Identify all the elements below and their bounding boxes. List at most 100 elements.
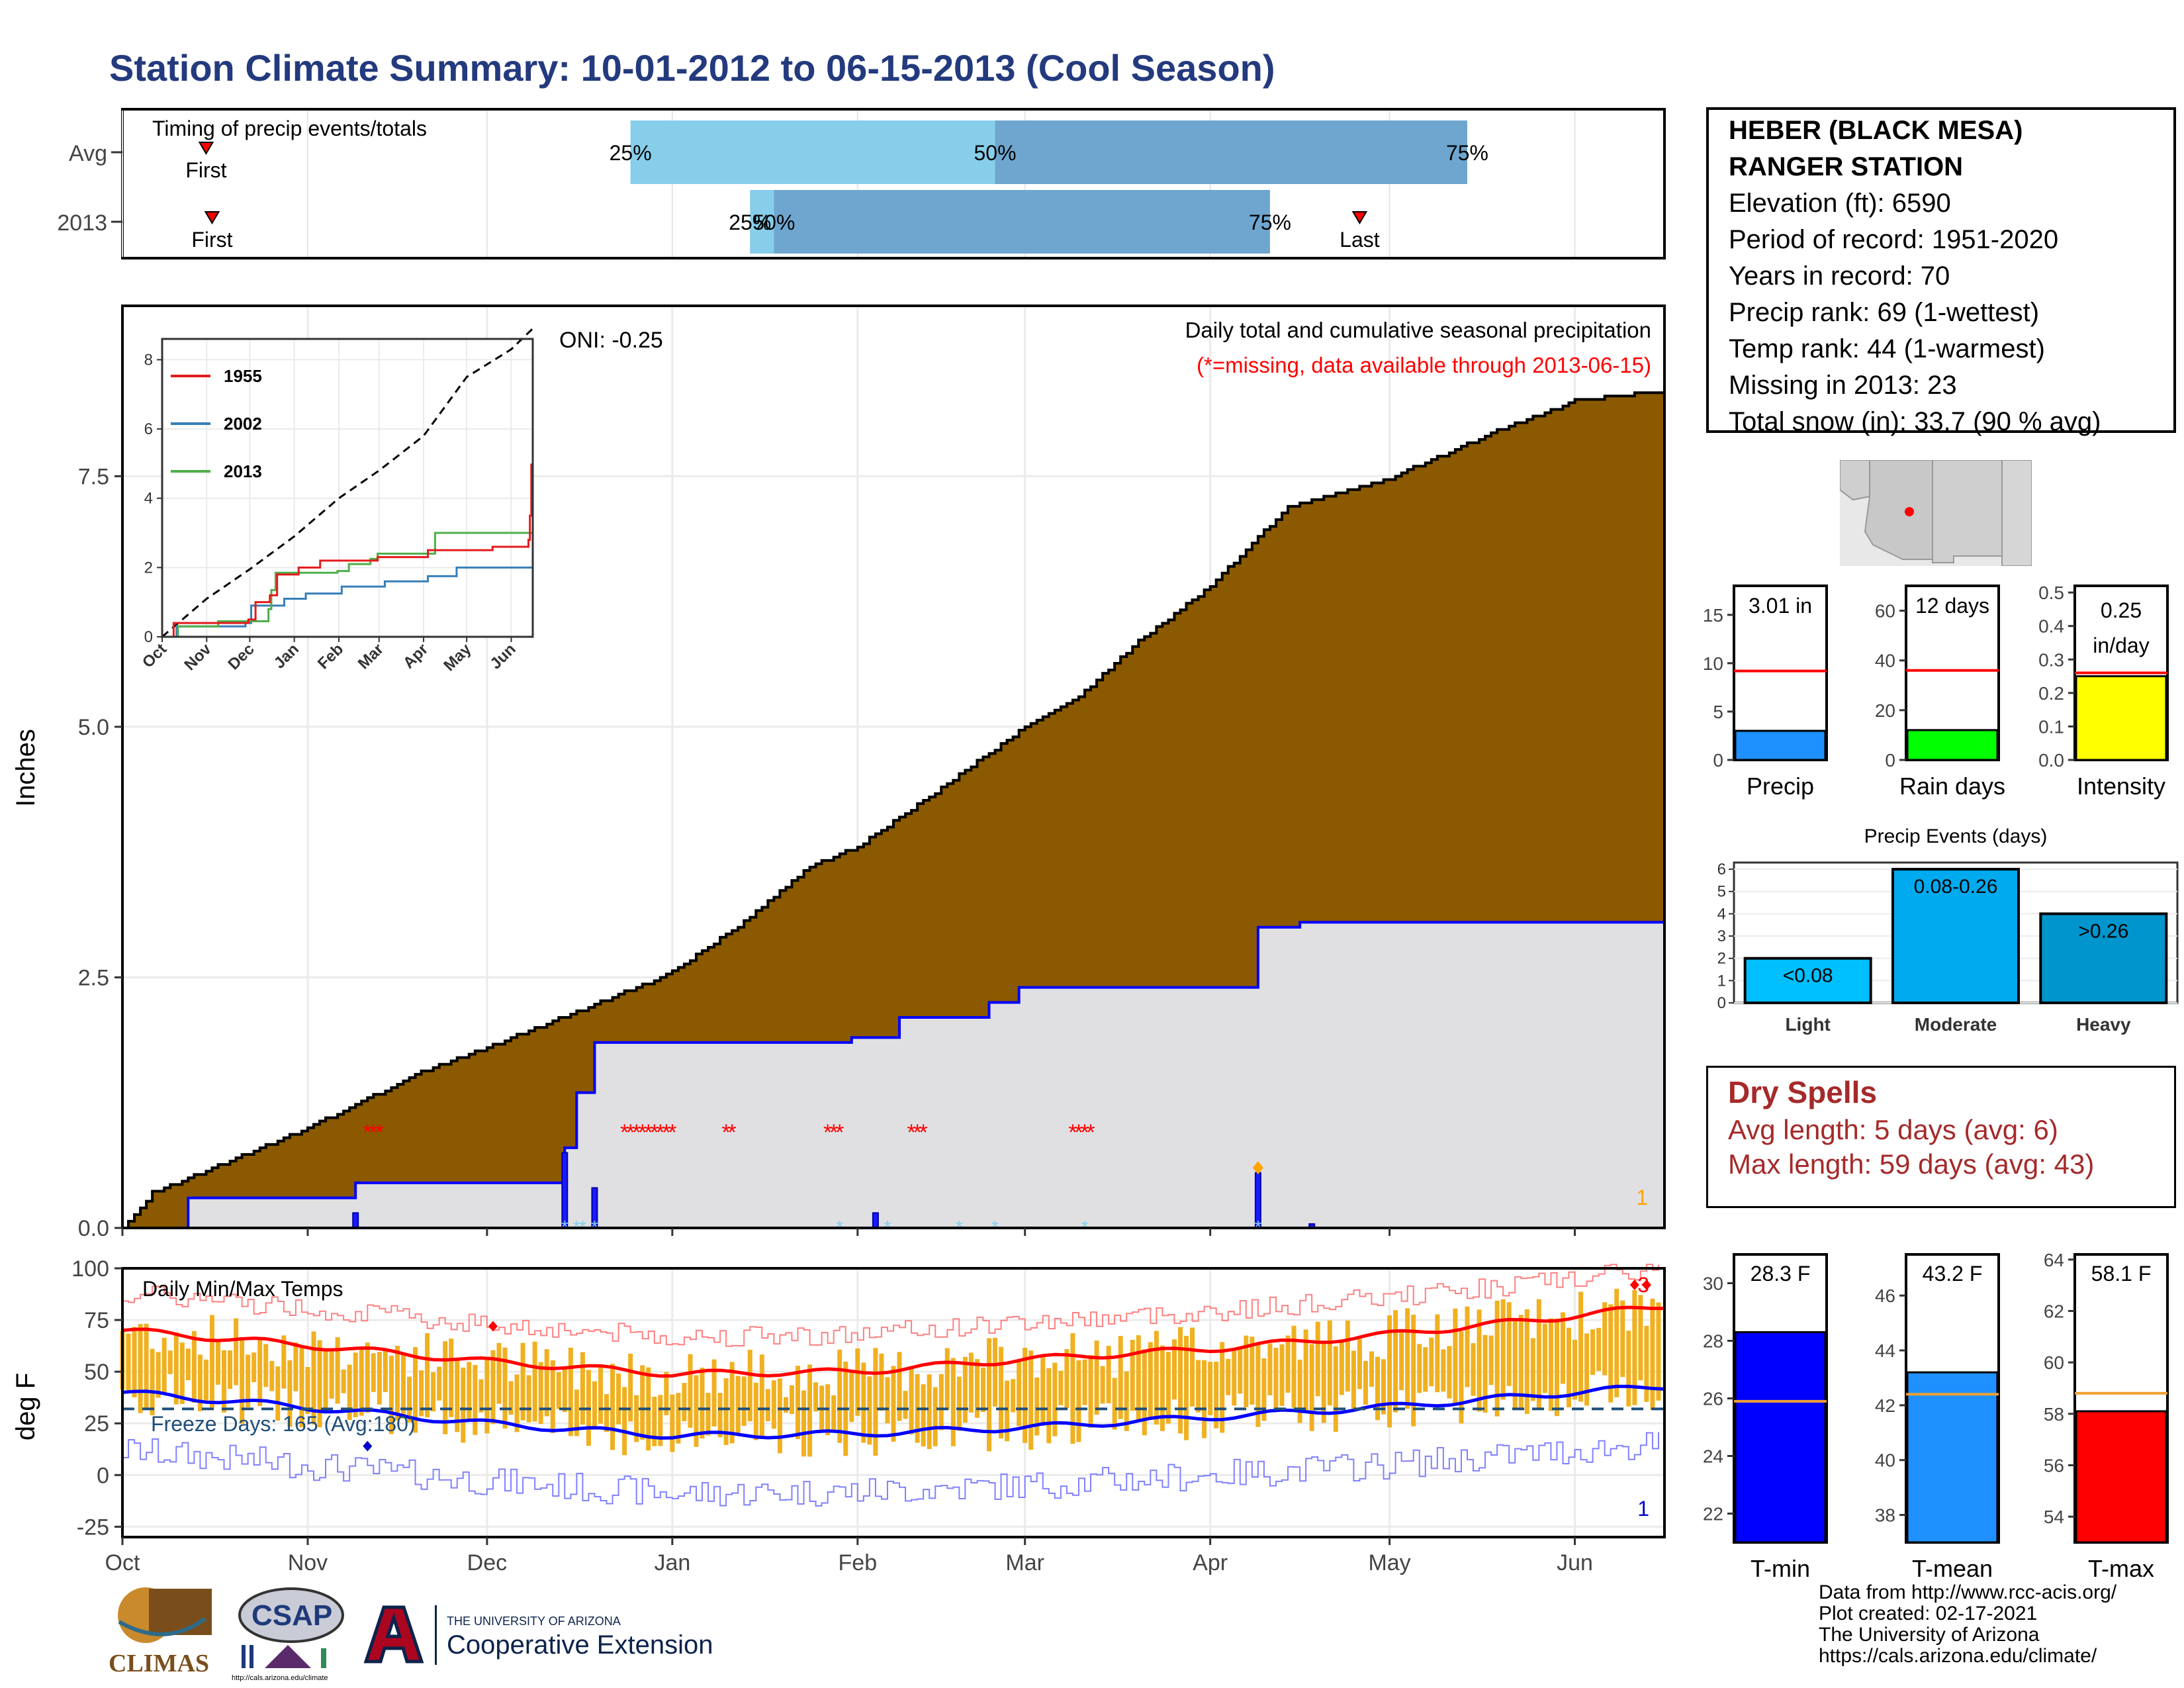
station-info-box: HEBER (BLACK MESA) RANGER STATION Elevat… [1706,107,2176,436]
temp-daily-bar [514,1374,520,1432]
temp-daily-bar [431,1372,436,1412]
gauge-tick-label: 44 [1875,1340,1895,1361]
events-tick-label: 1 [1717,972,1726,990]
station-location-dot [1905,507,1914,516]
temp-daily-bar [1494,1300,1500,1417]
temp-daily-bar [161,1337,167,1394]
temp-daily-bar [388,1356,394,1434]
temp-daily-bar [1614,1288,1619,1397]
timing-marker-label: First [191,228,232,252]
gauge-label: T-min [1751,1555,1810,1582]
gauge-tmax-value: 58.1 F [2091,1262,2152,1286]
events-tick-label: 3 [1717,927,1726,945]
temp-daily-bar [837,1349,842,1443]
temp-daily-bar [179,1342,185,1404]
inset-avg-line [161,328,534,638]
temp-daily-bar [347,1364,352,1421]
temp-daily-bar [1130,1339,1135,1411]
gauge-label: T-mean [1912,1555,1993,1582]
temp-daily-bar [765,1389,770,1422]
csap-mountain [265,1645,311,1668]
temp-daily-bar [1327,1320,1332,1406]
gauge-tick-label: 10 [1703,653,1723,674]
temp-daily-bar [1620,1300,1625,1378]
temp-daily-bar [228,1350,233,1389]
precip-daily-bar [872,1212,879,1229]
events-tick-label: 5 [1717,883,1726,901]
temp-daily-bar [1512,1321,1518,1408]
timing-pct-label: 75% [1249,211,1291,234]
temp-daily-bar [1477,1309,1482,1412]
temp-tmax-avg-line [122,1305,1665,1378]
temp-daily-bar [1387,1315,1392,1428]
precip-missing-marker: * [668,1120,676,1145]
temp-daily-bar [484,1359,490,1434]
temp-daily-bar [562,1369,567,1413]
temp-daily-bar [867,1376,872,1445]
gauge-label: Intensity [2077,773,2165,800]
temp-daily-bar [1214,1361,1219,1429]
temp-daily-bar [1536,1299,1541,1409]
temp-daily-bar [1554,1318,1559,1417]
temp-daily-bar [132,1327,137,1397]
temp-daily-bar [705,1393,711,1436]
temp-daily-bar [950,1358,956,1446]
gauge-tick-label: 40 [1875,1450,1895,1471]
temp-daily-bar [652,1396,657,1446]
temp-daily-bar [933,1387,938,1446]
temp-daily-bar [406,1376,412,1423]
ua-big-text: Cooperative Extension [447,1630,713,1660]
month-label: Mar [1005,1550,1044,1575]
temp-daily-bar [293,1342,298,1391]
gauge-tick-label: 22 [1703,1504,1723,1524]
temp-daily-bar [1411,1315,1416,1427]
temp-daily-bar [885,1377,890,1424]
month-label: Apr [1193,1550,1228,1575]
temp-daily-bar [1560,1312,1565,1384]
temp-daily-bar [1040,1355,1046,1426]
gauge-tick-label: 0.5 [2038,583,2064,603]
precip-gauges: 0 5 10 15 Precip 0 20 40 60 Rain days 0.0 0.1 0.2 0.3… [1703,583,2169,800]
temp-daily-bar [359,1348,364,1416]
temp-daily-bar [1250,1336,1255,1405]
gauge-tick-label: 0 [1713,750,1723,771]
month-label: Dec [467,1550,507,1575]
temp-title: Daily Min/Max Temps [142,1277,343,1301]
temp-daily-bar [1303,1329,1308,1413]
temp-daily-bar [544,1349,549,1417]
gauge-tick-label: 58 [2044,1404,2064,1425]
temp-daily-bar [628,1353,633,1422]
precip-2013-cumulative-area [122,922,1664,1228]
temp-daily-bar [1028,1350,1034,1450]
dry-spells-max: Max length: 59 days (avg: 43) [1728,1149,2095,1180]
inset-legend-label: 1955 [224,366,262,386]
temp-ylabel: deg F [11,1373,40,1440]
station-precip-rank: Precip rank: 69 (1-wettest) [1729,298,2040,327]
temp-daily-bar [962,1356,968,1423]
precip-daily-bar [352,1212,359,1229]
precip-missing-marker: * [626,1120,635,1145]
footer-credits: Data from http://www.rcc-acis.org/ Plot … [1819,1582,2116,1667]
temp-daily-bar [1602,1302,1608,1376]
temp-daily-bar [771,1380,776,1429]
dry-spells-avg: Avg length: 5 days (avg: 6) [1728,1114,2058,1145]
temp-daily-bar [1058,1370,1064,1405]
timing-pct-label: 50% [974,141,1017,165]
precip-oni: ONI: -0.25 [559,328,663,353]
csap-bar2 [250,1645,253,1668]
gauge-value-bar [1906,729,1999,761]
temp-daily-bar [568,1347,573,1436]
timing-box-lower [750,190,774,254]
csap-logo: CSAP http://cals.arizona.edu/climate [232,1587,344,1681]
climas-block [149,1589,212,1635]
gauge-label: Precip [1747,773,1814,800]
precip-ytick-label: 5.0 [78,715,109,740]
temp-daily-bar [502,1347,508,1429]
timing-box-lower [630,120,995,184]
temp-daily-bar [622,1387,627,1456]
temp-daily-bar [729,1362,735,1444]
gauge-tick-label: 30 [1703,1274,1723,1294]
precip-missing-marker: * [632,1120,641,1145]
csap-cloud [238,1587,344,1643]
